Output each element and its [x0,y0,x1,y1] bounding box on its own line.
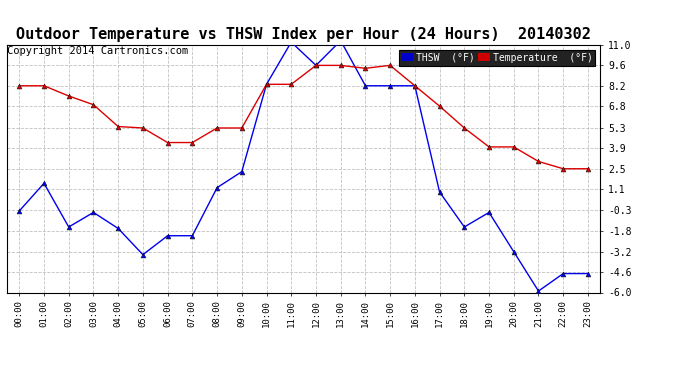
Text: Copyright 2014 Cartronics.com: Copyright 2014 Cartronics.com [7,46,188,56]
Legend: THSW  (°F), Temperature  (°F): THSW (°F), Temperature (°F) [399,50,595,66]
Title: Outdoor Temperature vs THSW Index per Hour (24 Hours)  20140302: Outdoor Temperature vs THSW Index per Ho… [16,27,591,42]
